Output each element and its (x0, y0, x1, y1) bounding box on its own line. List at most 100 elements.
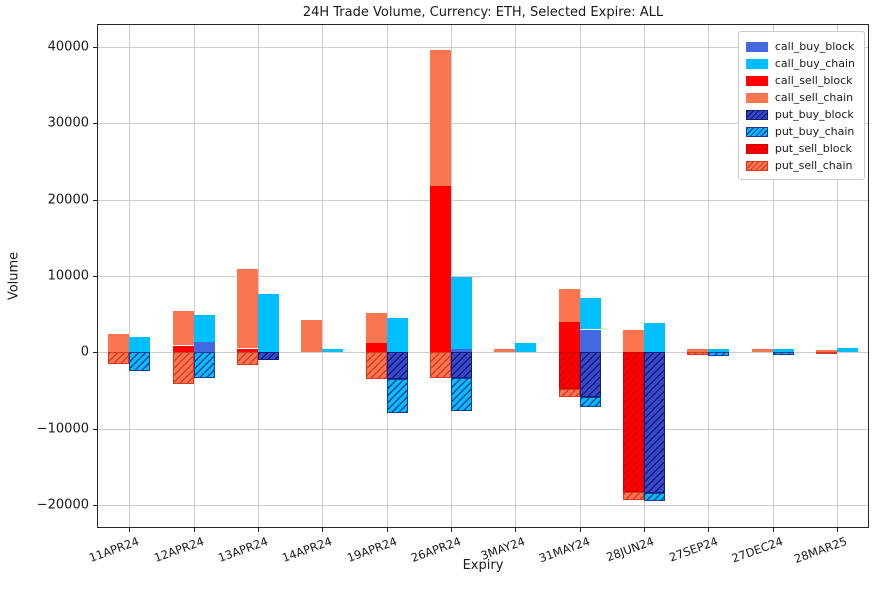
legend-label-put_buy_block: put_buy_block (774, 108, 854, 121)
bar-call_sell_chain-19APR24 (365, 313, 387, 344)
bar-put_buy_chain-27SEP24 (708, 352, 730, 357)
legend-item-call_buy_block: call_buy_block (745, 38, 855, 55)
legend-item-call_sell_block: call_sell_block (745, 72, 855, 89)
legend-label-call_buy_block: call_buy_block (774, 40, 855, 53)
bar-call_sell_chain-28JUN24 (622, 330, 644, 353)
legend-item-call_buy_chain: call_buy_chain (745, 55, 855, 72)
bar-put_sell_chain-13APR24 (236, 352, 258, 365)
y-tick-label: 40000 (47, 39, 89, 55)
legend-label-put_buy_chain: put_buy_chain (774, 125, 855, 138)
x-tick-mark (129, 528, 131, 532)
x-tick-mark (772, 528, 774, 532)
bar-call_sell_chain-28MAR25 (815, 350, 837, 353)
bar-put_sell_chain-19APR24 (365, 352, 387, 380)
legend-swatch-put_sell_block (745, 143, 768, 154)
y-tick-label: 0 (80, 344, 89, 360)
bar-put_buy_block-13APR24 (257, 352, 279, 360)
bar-put_buy_chain-26APR24 (450, 377, 472, 412)
gridline-horizontal (97, 428, 869, 430)
bar-call_sell_block-31MAY24 (558, 321, 580, 353)
x-tick-mark (386, 528, 388, 532)
y-tick-mark (93, 428, 97, 430)
bar-put_sell_chain-31MAY24 (558, 389, 580, 397)
y-tick-label: 20000 (47, 192, 89, 208)
gridline-vertical (836, 24, 838, 528)
bar-call_buy_block-31MAY24 (579, 329, 601, 353)
gridline-vertical (772, 24, 774, 528)
bar-call_buy_chain-11APR24 (129, 337, 151, 353)
bar-put_buy_block-26APR24 (450, 352, 472, 378)
legend-item-put_buy_block: put_buy_block (745, 106, 855, 123)
legend-item-put_buy_chain: put_buy_chain (745, 123, 855, 140)
bar-call_sell_chain-27SEP24 (687, 349, 709, 353)
y-tick-mark (93, 199, 97, 201)
gridline-horizontal (97, 46, 869, 48)
y-tick-mark (93, 123, 97, 125)
bar-call_buy_chain-3MAY24 (515, 343, 537, 353)
y-tick-label: −20000 (36, 497, 89, 513)
legend: call_buy_block call_buy_chain call_sell_bl… (737, 31, 865, 180)
legend-swatch-call_buy_chain (745, 58, 768, 69)
x-tick-mark (193, 528, 195, 532)
bar-put_buy_block-28JUN24 (643, 352, 665, 493)
bar-call_sell_chain-31MAY24 (558, 289, 580, 322)
legend-item-put_sell_chain: put_sell_chain (745, 157, 855, 174)
gridline-vertical (450, 24, 452, 528)
bar-call_buy_chain-28JUN24 (643, 323, 665, 353)
bar-put_buy_block-19APR24 (386, 352, 408, 380)
x-tick-mark (515, 528, 517, 532)
bar-put_sell_block-28JUN24 (622, 352, 644, 493)
x-tick-mark (836, 528, 838, 532)
legend-swatch-put_sell_chain (745, 160, 768, 171)
bar-put_sell_block-31MAY24 (558, 352, 580, 390)
bar-call_buy_block-26APR24 (450, 348, 472, 353)
bar-call_sell_chain-11APR24 (108, 334, 130, 353)
gridline-horizontal (97, 276, 869, 277)
gridline-vertical (515, 24, 517, 528)
legend-label-call_buy_chain: call_buy_chain (774, 57, 855, 70)
bar-call_sell_chain-3MAY24 (494, 348, 516, 353)
bar-call_sell_chain-13APR24 (236, 269, 258, 349)
bar-call_buy_chain-28MAR25 (836, 347, 858, 353)
legend-swatch-call_sell_chain (745, 92, 768, 103)
bar-call_buy_chain-27SEP24 (708, 349, 730, 353)
legend-swatch-put_buy_chain (745, 126, 768, 137)
x-tick-mark (450, 528, 452, 532)
legend-item-put_sell_block: put_sell_block (745, 140, 855, 157)
legend-swatch-call_buy_block (745, 41, 768, 52)
x-tick-mark (257, 528, 259, 532)
bar-call_sell_chain-14APR24 (301, 320, 323, 353)
bar-call_buy_chain-13APR24 (257, 293, 279, 353)
gridline-vertical (322, 24, 324, 528)
y-tick-label: 30000 (47, 115, 89, 131)
bar-call_sell_chain-26APR24 (429, 50, 451, 186)
y-tick-mark (93, 46, 97, 48)
legend-label-put_sell_chain: put_sell_chain (774, 159, 853, 172)
chart-title: 24H Trade Volume, Currency: ETH, Selecte… (302, 5, 664, 20)
gridline-vertical (129, 24, 131, 528)
legend-swatch-put_buy_block (745, 109, 768, 120)
bar-put_buy_chain-12APR24 (193, 352, 215, 378)
bar-put_sell_chain-27SEP24 (687, 352, 709, 356)
bar-call_buy_chain-31MAY24 (579, 298, 601, 330)
x-axis-label: Expiry (462, 558, 504, 573)
bar-call_sell_block-26APR24 (429, 185, 451, 353)
bar-put_sell_chain-28MAR25 (815, 352, 837, 355)
gridline-horizontal (97, 505, 869, 507)
y-tick-label: 10000 (47, 268, 89, 284)
y-tick-label: −10000 (36, 421, 89, 437)
bar-put_buy_chain-19APR24 (386, 379, 408, 413)
legend-label-call_sell_block: call_sell_block (774, 74, 853, 87)
y-tick-mark (93, 276, 97, 277)
bar-put_sell_chain-11APR24 (108, 352, 130, 364)
x-tick-mark (708, 528, 710, 532)
legend-label-put_sell_block: put_sell_block (774, 142, 852, 155)
legend-label-call_sell_chain: call_sell_chain (774, 91, 854, 104)
x-tick-mark (643, 528, 645, 532)
x-tick-mark (579, 528, 581, 532)
gridline-vertical (708, 24, 710, 528)
bar-put_buy_chain-31MAY24 (579, 397, 601, 408)
gridline-horizontal (97, 199, 869, 201)
gridline-vertical (193, 24, 195, 528)
bar-call_sell_chain-27DEC24 (751, 349, 773, 353)
